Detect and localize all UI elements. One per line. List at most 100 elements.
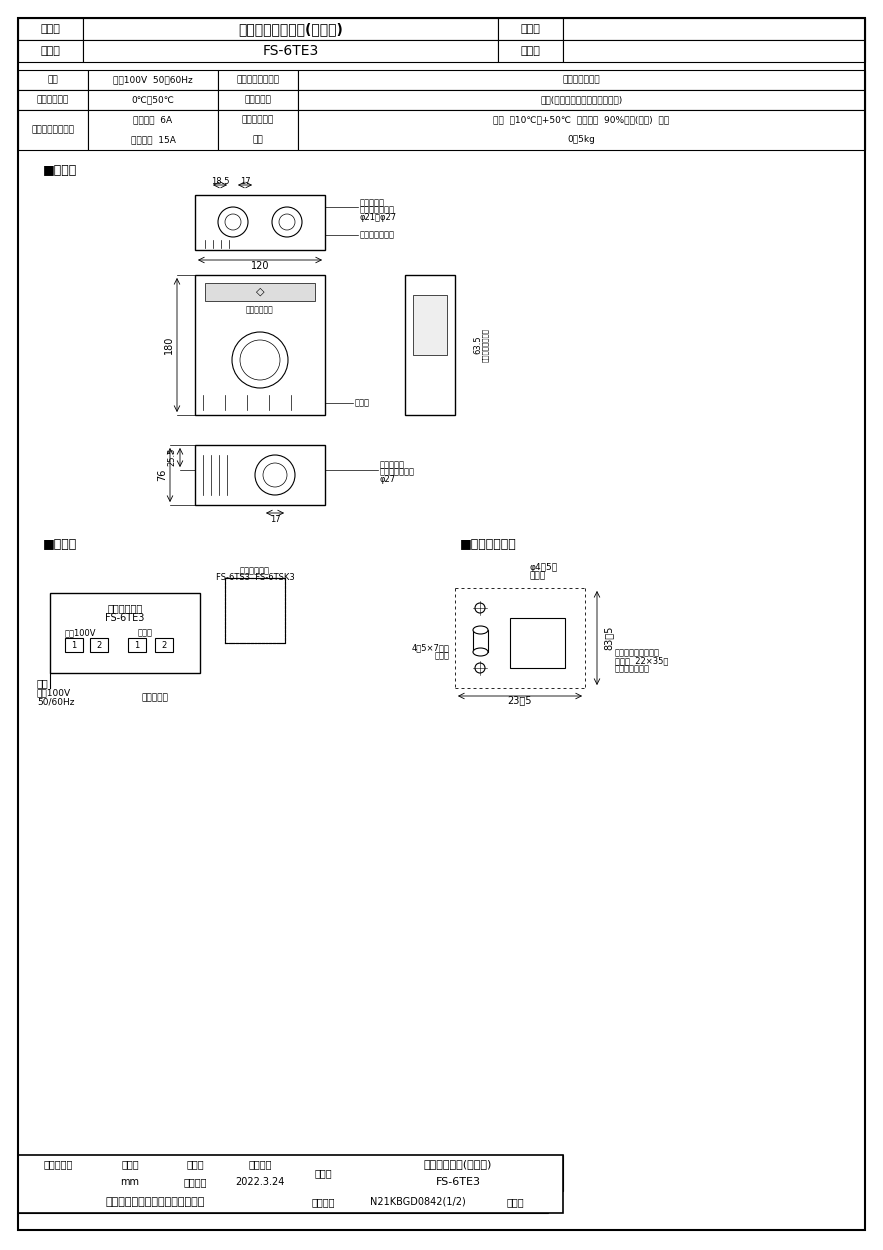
Bar xyxy=(293,1155,353,1191)
Text: 製品奥行きサイズ: 製品奥行きサイズ xyxy=(482,328,488,362)
Bar xyxy=(18,1191,293,1212)
Bar xyxy=(88,110,218,150)
Bar xyxy=(98,1172,163,1191)
Text: 換気送風機: 換気送風機 xyxy=(141,694,169,703)
Bar xyxy=(18,110,88,150)
Text: 1: 1 xyxy=(134,640,140,650)
Text: 三菱電機株式会社　中津川製作所: 三菱電機株式会社 中津川製作所 xyxy=(106,1198,205,1208)
Bar xyxy=(298,110,865,150)
Text: 温度  －10℃～+50℃  相対湿度  90%以下(常温)  屋内: 温度 －10℃～+50℃ 相対湿度 90%以下(常温) 屋内 xyxy=(494,115,669,125)
Text: FS-6TS3  FS-6TSK3: FS-6TS3 FS-6TSK3 xyxy=(215,572,294,581)
Bar xyxy=(88,90,218,110)
Text: 質量: 質量 xyxy=(253,135,263,145)
Bar xyxy=(413,295,447,355)
Text: 尺　度: 尺 度 xyxy=(186,1159,204,1169)
Bar xyxy=(90,638,108,652)
Bar xyxy=(128,638,146,652)
Bar xyxy=(228,1172,293,1191)
Text: 配線口  22×35穴: 配線口 22×35穴 xyxy=(615,656,668,665)
Text: 2: 2 xyxy=(96,640,102,650)
Text: 三菱温度スイッチ(露出形): 三菱温度スイッチ(露出形) xyxy=(238,22,343,36)
Text: FS-6TE3: FS-6TE3 xyxy=(262,44,319,58)
Bar xyxy=(18,40,83,62)
Text: 電源100V: 電源100V xyxy=(64,629,95,638)
Text: 取付穴: 取付穴 xyxy=(530,571,546,580)
Text: 配線接続口: 配線接続口 xyxy=(360,199,385,208)
Text: カバー取付ねじ: カバー取付ねじ xyxy=(360,230,395,240)
Text: 4．5×7長穴: 4．5×7長穴 xyxy=(412,644,450,652)
Bar xyxy=(18,1155,98,1172)
Text: FS-6TE3: FS-6TE3 xyxy=(435,1178,480,1188)
Bar xyxy=(353,1172,563,1191)
Bar xyxy=(163,1172,228,1191)
Bar xyxy=(218,70,298,90)
Bar xyxy=(353,1191,483,1212)
Text: 18.5: 18.5 xyxy=(211,176,230,185)
Bar xyxy=(563,40,865,62)
Text: N21KBGD0842(1/2): N21KBGD0842(1/2) xyxy=(370,1198,466,1208)
Text: 温度スイッチ: 温度スイッチ xyxy=(108,602,143,612)
Text: 切換スイッチ機能: 切換スイッチ機能 xyxy=(237,75,280,85)
Text: ■結線図: ■結線図 xyxy=(43,539,77,551)
Bar xyxy=(18,70,88,90)
Bar xyxy=(498,40,563,62)
Text: 電源: 電源 xyxy=(48,75,58,85)
Text: φ21、φ27: φ21、φ27 xyxy=(360,213,397,221)
Text: 0．5kg: 0．5kg xyxy=(568,135,595,145)
Text: 温度スイッチ(露出形): 温度スイッチ(露出形) xyxy=(424,1159,492,1169)
Text: 非比例尺: 非比例尺 xyxy=(184,1178,207,1188)
Text: 電源: 電源 xyxy=(37,678,49,688)
Bar xyxy=(225,578,285,642)
Bar xyxy=(98,1155,163,1172)
Bar xyxy=(498,18,563,40)
Bar xyxy=(298,90,865,110)
Bar xyxy=(563,18,865,40)
Text: 単相100V  50／60Hz: 単相100V 50／60Hz xyxy=(113,75,192,85)
Text: 76: 76 xyxy=(157,469,167,481)
Text: 内蔵(別売延長センサー接続可能): 内蔵(別売延長センサー接続可能) xyxy=(540,95,623,105)
Text: 整理番号: 整理番号 xyxy=(311,1198,335,1208)
Text: 83．5: 83．5 xyxy=(604,626,614,650)
Text: スイッチボックス用: スイッチボックス用 xyxy=(615,649,660,658)
Text: 単相100V: 単相100V xyxy=(37,689,72,698)
Bar xyxy=(405,275,455,415)
Text: ノックアウト穴: ノックアウト穴 xyxy=(380,468,415,476)
Bar xyxy=(353,1155,563,1172)
Text: ■外形図: ■外形図 xyxy=(43,164,77,176)
Ellipse shape xyxy=(473,648,488,656)
Bar xyxy=(18,18,83,40)
Text: 180: 180 xyxy=(164,336,174,354)
Text: 延長センサー: 延長センサー xyxy=(240,566,270,575)
Bar xyxy=(195,275,325,415)
Bar xyxy=(195,195,325,250)
Text: 台　数: 台 数 xyxy=(521,24,540,34)
Text: 定格電流  6A: 定格電流 6A xyxy=(133,115,172,125)
Text: 送風機: 送風機 xyxy=(138,629,153,638)
Text: 17: 17 xyxy=(269,515,280,524)
Text: 通気口: 通気口 xyxy=(355,399,370,408)
Bar xyxy=(293,1191,353,1212)
Text: 取付穴: 取付穴 xyxy=(435,651,450,660)
Text: 単　位: 単 位 xyxy=(121,1159,139,1169)
Text: ◇: ◇ xyxy=(256,288,264,298)
Text: 仕様書: 仕様書 xyxy=(506,1198,524,1208)
Text: 形　名: 形 名 xyxy=(41,46,60,56)
Bar xyxy=(65,638,83,652)
Text: サーミスタ: サーミスタ xyxy=(245,95,271,105)
Text: 17: 17 xyxy=(239,176,250,185)
Text: 50/60Hz: 50/60Hz xyxy=(37,698,74,706)
Bar xyxy=(228,1155,293,1172)
Bar xyxy=(218,110,298,150)
Text: 使用周囲条件: 使用周囲条件 xyxy=(242,115,274,125)
Bar xyxy=(50,592,200,673)
Text: 設定温度範囲: 設定温度範囲 xyxy=(37,95,69,105)
Text: ■商品取付穴図: ■商品取付穴図 xyxy=(460,539,517,551)
Bar xyxy=(155,638,173,652)
Bar xyxy=(298,70,865,90)
Text: 起動電流  15A: 起動電流 15A xyxy=(131,135,176,145)
Text: 記　号: 記 号 xyxy=(521,46,540,56)
Ellipse shape xyxy=(473,626,488,634)
Text: 第３角図法: 第３角図法 xyxy=(43,1159,72,1169)
Text: 温度スイッチ: 温度スイッチ xyxy=(246,305,274,315)
Bar xyxy=(88,70,218,90)
